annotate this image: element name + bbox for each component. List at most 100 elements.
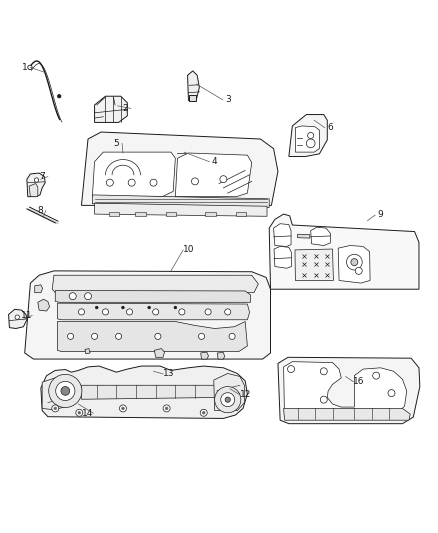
Text: 5: 5 <box>113 139 119 148</box>
Circle shape <box>28 65 32 70</box>
Polygon shape <box>9 309 27 328</box>
Polygon shape <box>135 212 146 216</box>
Polygon shape <box>311 227 330 246</box>
Circle shape <box>165 407 168 410</box>
Polygon shape <box>236 212 246 216</box>
Circle shape <box>56 381 75 400</box>
Text: 1: 1 <box>22 63 28 72</box>
Circle shape <box>198 333 205 340</box>
Circle shape <box>307 133 314 139</box>
Circle shape <box>174 306 177 309</box>
Polygon shape <box>274 246 291 268</box>
Polygon shape <box>52 275 258 293</box>
Polygon shape <box>57 321 247 352</box>
Circle shape <box>320 368 327 375</box>
Circle shape <box>57 94 61 98</box>
Polygon shape <box>297 234 310 238</box>
Polygon shape <box>57 303 250 320</box>
Polygon shape <box>214 374 244 410</box>
Circle shape <box>320 396 327 403</box>
Polygon shape <box>177 147 186 157</box>
Polygon shape <box>35 285 42 293</box>
Polygon shape <box>205 212 215 216</box>
Polygon shape <box>295 249 333 280</box>
Polygon shape <box>166 212 176 216</box>
Circle shape <box>373 372 380 379</box>
Circle shape <box>102 309 109 315</box>
Polygon shape <box>338 246 370 283</box>
Circle shape <box>92 333 98 340</box>
Polygon shape <box>92 195 269 207</box>
Text: 10: 10 <box>183 245 194 254</box>
Text: 2: 2 <box>122 104 128 113</box>
Circle shape <box>69 293 76 300</box>
Text: 14: 14 <box>82 409 94 418</box>
Text: 8: 8 <box>37 206 43 215</box>
Polygon shape <box>81 132 278 205</box>
Circle shape <box>148 306 150 309</box>
Circle shape <box>127 309 133 315</box>
Polygon shape <box>95 96 127 123</box>
Polygon shape <box>217 352 225 359</box>
Polygon shape <box>95 203 267 216</box>
Circle shape <box>388 390 395 397</box>
Circle shape <box>78 309 85 315</box>
Text: 3: 3 <box>225 95 231 104</box>
Polygon shape <box>27 173 45 197</box>
Circle shape <box>15 315 19 319</box>
Circle shape <box>34 178 39 182</box>
Circle shape <box>122 407 124 410</box>
Circle shape <box>191 178 198 185</box>
Circle shape <box>179 309 185 315</box>
Polygon shape <box>289 115 327 157</box>
Circle shape <box>351 259 358 265</box>
Circle shape <box>150 179 157 186</box>
Polygon shape <box>278 357 420 424</box>
Circle shape <box>61 386 70 395</box>
Circle shape <box>346 254 362 270</box>
Polygon shape <box>284 408 410 420</box>
Circle shape <box>120 405 127 412</box>
Polygon shape <box>25 271 271 359</box>
Circle shape <box>49 374 82 408</box>
Polygon shape <box>41 366 247 418</box>
Polygon shape <box>269 214 419 289</box>
Text: 11: 11 <box>21 311 33 320</box>
Circle shape <box>215 386 241 413</box>
Circle shape <box>85 293 92 300</box>
Circle shape <box>220 176 227 183</box>
Polygon shape <box>284 362 407 417</box>
Polygon shape <box>154 349 164 357</box>
Polygon shape <box>85 349 90 354</box>
Polygon shape <box>29 183 38 197</box>
Polygon shape <box>175 153 252 197</box>
Circle shape <box>155 333 161 340</box>
Circle shape <box>52 405 59 412</box>
Text: 9: 9 <box>378 211 383 220</box>
Circle shape <box>122 306 124 309</box>
Polygon shape <box>109 212 120 216</box>
Polygon shape <box>92 152 175 197</box>
Circle shape <box>205 309 211 315</box>
Text: 13: 13 <box>163 369 174 378</box>
Polygon shape <box>201 352 208 359</box>
Text: 7: 7 <box>39 172 45 181</box>
Polygon shape <box>274 224 291 246</box>
Circle shape <box>152 309 159 315</box>
Circle shape <box>202 411 205 414</box>
Circle shape <box>54 407 57 410</box>
Circle shape <box>67 333 74 340</box>
Circle shape <box>225 309 231 315</box>
Circle shape <box>95 306 98 309</box>
Circle shape <box>306 139 315 148</box>
Circle shape <box>229 333 235 340</box>
Polygon shape <box>42 376 77 410</box>
Circle shape <box>106 179 113 186</box>
Text: 4: 4 <box>212 157 217 166</box>
Circle shape <box>128 179 135 186</box>
Circle shape <box>78 411 81 414</box>
Text: 12: 12 <box>240 390 251 399</box>
Polygon shape <box>81 385 217 399</box>
Polygon shape <box>295 126 319 152</box>
Polygon shape <box>187 71 199 101</box>
